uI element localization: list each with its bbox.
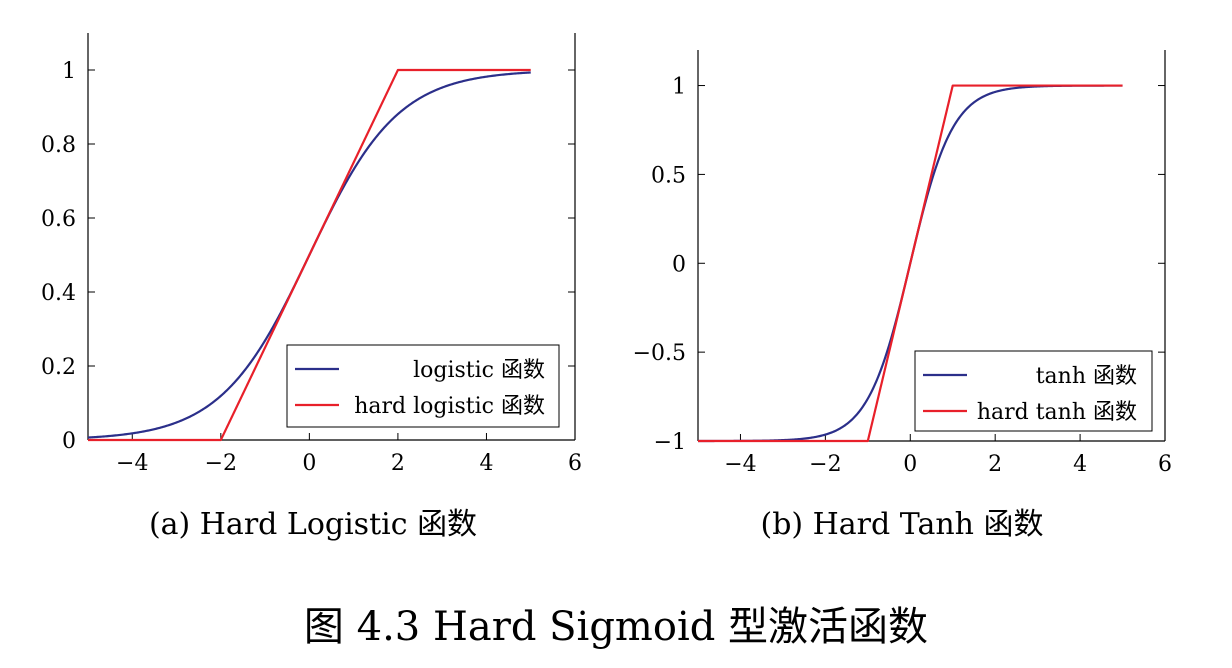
- y-tick-label: 0.5: [651, 163, 686, 188]
- plot-area-a: −4 −2 0 2 4 6 0 0.2 0.4 0.6 0.8 1: [41, 33, 582, 476]
- x-tick-label: 0: [903, 452, 917, 477]
- x-tick-label: 4: [1073, 452, 1087, 477]
- y-tick-label: 0.4: [41, 281, 76, 306]
- legend-a: logistic 函数 hard logistic 函数: [286, 344, 560, 428]
- x-tick-label: −4: [116, 451, 148, 476]
- legend-box: [914, 350, 1153, 432]
- y-tick-label: 0.6: [41, 207, 76, 232]
- figure-title: 图 4.3 Hard Sigmoid 型激活函数: [304, 604, 928, 650]
- legend-b: tanh 函数 hard tanh 函数: [914, 350, 1153, 432]
- x-tick-label: 4: [479, 451, 493, 476]
- series-line-hard-tanh: [697, 84, 1123, 443]
- x-tick-label: 6: [1158, 452, 1172, 477]
- legend-label: tanh 函数: [1036, 364, 1137, 389]
- axes: −4 −2 0 2 4 6 0 0.2 0.4 0.6 0.8 1: [41, 33, 582, 476]
- y-tick-label: −1: [654, 430, 686, 455]
- y-tick-label: 0: [62, 429, 76, 454]
- x-tick-label: −4: [724, 452, 756, 477]
- y-tick-label: 0.8: [41, 133, 76, 158]
- x-tick-label: −2: [809, 452, 841, 477]
- legend-label: hard tanh 函数: [977, 400, 1137, 425]
- axes: −4 −2 0 2 4 6 −1 −0.5 0 0.5 1: [633, 50, 1172, 477]
- legend-label: logistic 函数: [413, 358, 545, 383]
- y-tick-label: 1: [672, 75, 686, 100]
- x-tick-label: 0: [302, 451, 316, 476]
- x-tick-label: 2: [391, 451, 405, 476]
- y-tick-label: 1: [62, 59, 76, 84]
- chart-a: −4 −2 0 2 4 6 0 0.2 0.4 0.6 0.8 1 logistic 函数 hard l…: [41, 33, 582, 542]
- y-tick-label: 0.2: [41, 355, 76, 380]
- x-tick-label: 6: [568, 451, 582, 476]
- legend-box: [286, 344, 560, 428]
- y-tick-label: 0: [672, 252, 686, 277]
- series-line-hard-logistic: [88, 68, 531, 442]
- plot-area-b: −4 −2 0 2 4 6 −1 −0.5 0 0.5 1: [633, 50, 1172, 477]
- x-tick-label: −2: [205, 451, 237, 476]
- y-tick-label: −0.5: [633, 341, 686, 366]
- x-tick-label: 2: [988, 452, 1002, 477]
- caption-a: (a) Hard Logistic 函数: [149, 507, 477, 542]
- legend-label: hard logistic 函数: [354, 394, 545, 419]
- caption-b: (b) Hard Tanh 函数: [760, 507, 1043, 542]
